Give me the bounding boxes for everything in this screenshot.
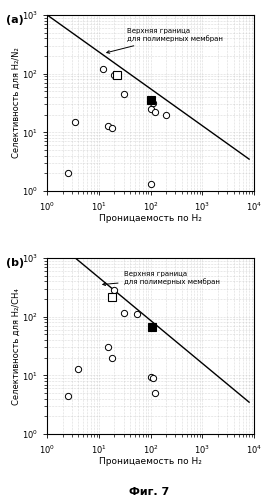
Text: Верхняя граница
для полимерных мембран: Верхняя граница для полимерных мембран [107,28,223,53]
X-axis label: Проницаемость по H₂: Проницаемость по H₂ [99,214,202,223]
Text: Фиг. 7: Фиг. 7 [129,487,170,497]
Text: Верхняя граница
для полимерных мембран: Верхняя граница для полимерных мембран [103,271,220,285]
X-axis label: Проницаемость по H₂: Проницаемость по H₂ [99,457,202,466]
Text: (b): (b) [6,258,24,268]
Text: (a): (a) [6,15,24,25]
Y-axis label: Селективность для H₂/CH₄: Селективность для H₂/CH₄ [12,287,21,405]
Y-axis label: Селективность для H₂/N₂: Селективность для H₂/N₂ [12,47,21,158]
